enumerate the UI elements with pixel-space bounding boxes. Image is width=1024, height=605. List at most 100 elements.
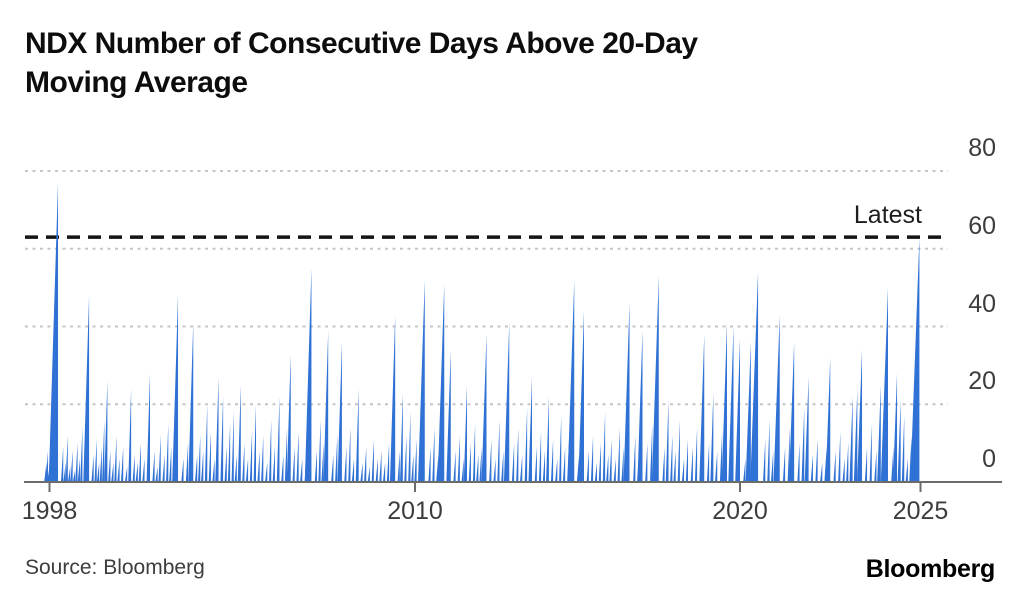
y-axis-label-40: 40	[968, 289, 996, 318]
run-spike	[96, 462, 100, 482]
run-spike	[891, 447, 894, 482]
run-spike	[351, 458, 355, 482]
run-spike	[602, 412, 606, 482]
run-spike	[842, 458, 845, 482]
run-spike	[318, 419, 321, 482]
run-spike	[155, 466, 158, 482]
chart-title: NDX Number of Consecutive Days Above 20-…	[25, 24, 698, 102]
run-spike	[662, 447, 665, 482]
run-spike	[292, 447, 295, 482]
run-spike	[476, 454, 479, 482]
run-spike	[897, 400, 901, 482]
x-axis-label-2025: 2025	[892, 497, 949, 525]
run-spike	[849, 396, 853, 482]
run-spike	[304, 268, 312, 482]
run-spike	[910, 237, 920, 482]
run-spike	[111, 462, 114, 482]
run-spike	[411, 454, 414, 482]
run-spike	[550, 439, 554, 482]
run-spike	[650, 423, 653, 482]
run-spike	[152, 450, 155, 482]
run-spike	[590, 435, 594, 482]
run-spike	[382, 462, 386, 482]
run-spike	[70, 450, 73, 482]
run-spike	[389, 314, 396, 482]
run-spike	[48, 182, 59, 482]
run-spike	[623, 303, 630, 482]
run-spike	[528, 377, 532, 482]
run-spike	[146, 373, 151, 482]
run-spike	[706, 443, 710, 482]
run-spike	[864, 447, 868, 482]
run-spike	[877, 384, 881, 482]
run-spike	[511, 443, 515, 482]
run-spike	[782, 447, 786, 482]
run-spike	[371, 439, 374, 482]
run-spike	[869, 423, 872, 482]
run-spike	[242, 443, 245, 482]
run-spike	[745, 342, 751, 482]
run-spike	[124, 466, 128, 482]
run-spike	[546, 396, 549, 482]
run-spike	[276, 396, 280, 482]
run-spike	[804, 377, 809, 482]
run-spike	[453, 450, 456, 482]
run-spike	[128, 388, 132, 482]
run-spike	[408, 412, 411, 482]
run-spike	[296, 431, 299, 482]
run-spike	[690, 447, 693, 482]
run-spike	[534, 447, 537, 482]
run-spike	[63, 462, 66, 482]
run-spike	[598, 443, 601, 482]
run-spike	[132, 454, 135, 482]
run-spike	[75, 443, 78, 482]
run-spike	[77, 458, 80, 482]
run-spike	[715, 450, 718, 482]
run-spike	[208, 431, 211, 482]
run-spike	[314, 450, 317, 482]
run-spike	[810, 454, 813, 482]
run-spike	[735, 338, 740, 482]
run-spike	[677, 419, 680, 482]
run-spike	[621, 447, 624, 482]
run-spike	[516, 427, 519, 482]
source-credit: Source: Bloomberg	[25, 556, 205, 579]
run-spike	[719, 431, 723, 482]
run-spike	[857, 349, 863, 482]
run-spike	[721, 322, 727, 482]
run-spike	[437, 283, 445, 482]
run-spike	[65, 435, 68, 482]
run-spike	[284, 427, 288, 482]
run-spike	[524, 408, 528, 482]
run-spike	[586, 450, 589, 482]
run-spike	[195, 454, 198, 482]
run-spike	[472, 423, 476, 482]
run-spike	[681, 458, 685, 482]
run-spike	[880, 287, 889, 482]
run-spike	[833, 450, 836, 482]
run-spike	[567, 279, 575, 482]
run-spike	[61, 447, 64, 482]
run-spike	[562, 447, 566, 482]
run-spike	[665, 400, 669, 482]
run-spike	[542, 450, 545, 482]
bloomberg-logo: Bloomberg	[865, 555, 996, 583]
run-spike	[468, 443, 471, 482]
run-spike	[83, 295, 90, 482]
run-spike	[503, 322, 510, 482]
run-spike	[767, 419, 770, 482]
run-spike	[245, 458, 249, 482]
run-spike	[594, 462, 597, 482]
run-spike	[212, 458, 215, 482]
run-spike	[414, 439, 417, 482]
run-spike	[497, 419, 500, 482]
run-spike	[418, 279, 425, 482]
run-spike	[771, 450, 774, 482]
run-spike	[685, 439, 688, 482]
run-spike	[364, 447, 367, 482]
run-spike	[348, 427, 351, 482]
run-spike	[743, 458, 746, 482]
run-spike	[224, 447, 227, 482]
run-spike	[45, 450, 48, 482]
